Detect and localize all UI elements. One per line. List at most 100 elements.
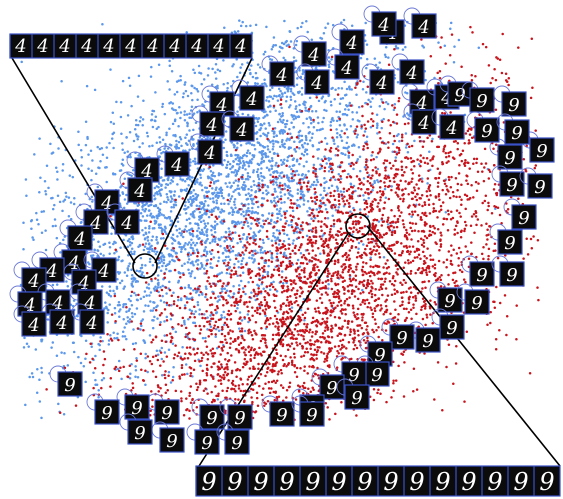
class-b-point <box>419 257 422 260</box>
class-a-point <box>309 118 313 121</box>
class-a-point <box>158 192 162 195</box>
class-b-point <box>500 71 504 75</box>
class-a-point <box>239 144 243 147</box>
class-a-point <box>124 303 128 306</box>
class-a-point <box>183 180 187 183</box>
class-a-point <box>285 95 289 98</box>
class-b-point <box>156 358 160 362</box>
class-a-point <box>237 260 240 263</box>
class-a-point <box>265 84 268 88</box>
class-a-point <box>154 91 157 94</box>
class-a-point <box>235 170 239 174</box>
class-a-point <box>228 258 232 261</box>
class-a-point <box>67 196 71 199</box>
class-a-point <box>268 95 271 98</box>
class-a-point <box>260 151 263 154</box>
class-a-point <box>102 376 106 380</box>
class-a-point <box>276 236 280 239</box>
class-b-point <box>310 196 313 199</box>
class-a-point <box>125 274 129 278</box>
class-a-point <box>231 213 234 216</box>
class-a-point <box>177 281 180 284</box>
class-b-point <box>382 241 386 245</box>
class-a-point <box>103 242 107 246</box>
class-b-point <box>384 169 387 172</box>
class-a-point <box>38 137 41 140</box>
class-a-point <box>246 61 249 65</box>
class-a-point <box>256 212 260 215</box>
class-a-point <box>373 181 376 185</box>
class-a-point <box>150 113 154 116</box>
class-a-point <box>233 200 236 204</box>
class-b-point <box>388 161 392 165</box>
class-a-point <box>64 191 68 195</box>
class-b-point <box>455 195 458 199</box>
class-a-point <box>245 238 248 241</box>
class-a-point <box>133 250 136 254</box>
class-b-point <box>352 347 356 351</box>
class-a-point <box>121 148 124 152</box>
class-a-point <box>248 152 252 155</box>
class-a-point <box>337 206 340 209</box>
class-a-point <box>180 144 183 148</box>
class-a-point <box>174 134 177 138</box>
class-a-point <box>304 134 308 138</box>
class-a-point <box>230 184 233 188</box>
class-a-point <box>177 140 181 144</box>
class-a-point <box>184 149 187 152</box>
class-b-point <box>395 113 399 116</box>
class-a-point <box>123 326 126 329</box>
class-a-point <box>182 149 185 152</box>
class-a-point <box>198 211 202 214</box>
class-a-point <box>334 203 338 207</box>
class-b-point <box>151 370 155 373</box>
class-a-point <box>60 80 63 83</box>
class-a-point <box>169 200 172 204</box>
class-a-point <box>276 99 280 102</box>
class-b-point <box>295 275 299 278</box>
class-a-point <box>391 150 394 154</box>
class-b-point <box>402 245 406 248</box>
class-a-point <box>203 267 206 270</box>
class-b-point <box>325 324 329 327</box>
class-a-point <box>159 299 163 302</box>
class-a-point <box>40 416 43 420</box>
class-b-point <box>303 275 306 279</box>
class-b-point <box>249 236 252 240</box>
class-a-point <box>228 200 232 203</box>
class-a-point <box>289 98 293 102</box>
class-a-point <box>153 186 157 190</box>
class-a-point <box>98 245 102 248</box>
class-a-point <box>119 169 123 172</box>
class-a-point <box>222 146 226 150</box>
class-a-point <box>141 142 144 145</box>
class-a-point <box>214 179 218 183</box>
class-a-point <box>278 229 281 233</box>
class-a-point <box>54 224 57 228</box>
class-a-point <box>270 239 274 243</box>
class-b-point <box>196 287 200 291</box>
class-b-point <box>345 347 348 350</box>
class-b-point <box>369 233 373 236</box>
class-a-point <box>173 119 177 123</box>
class-a-point <box>159 237 163 240</box>
class-a-point <box>227 255 230 258</box>
class-a-point <box>295 169 299 173</box>
class-b-point <box>110 313 114 316</box>
class-a-point <box>240 202 244 205</box>
class-a-point <box>159 202 162 205</box>
class-a-point <box>236 30 240 33</box>
class-a-point <box>208 241 212 245</box>
class-b-point <box>356 262 359 266</box>
class-a-point <box>241 271 245 275</box>
class-a-point <box>161 284 164 288</box>
class-a-point <box>30 372 34 375</box>
class-b-point <box>177 351 181 354</box>
class-b-point <box>452 248 455 251</box>
class-a-point <box>129 372 132 375</box>
class-b-point <box>445 258 449 261</box>
class-a-point <box>99 252 103 256</box>
class-b-point <box>393 214 396 218</box>
class-a-point <box>225 154 229 157</box>
class-a-point <box>211 187 214 190</box>
